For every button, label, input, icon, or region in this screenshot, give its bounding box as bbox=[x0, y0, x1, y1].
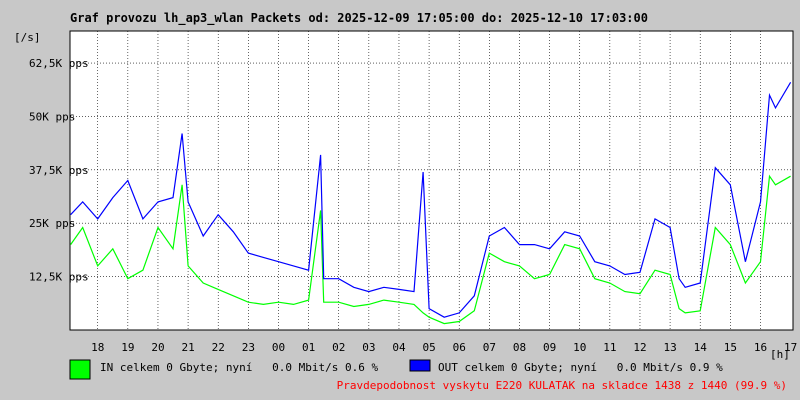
x-tick-label: 13 bbox=[663, 341, 676, 354]
x-tick-label: 12 bbox=[633, 341, 646, 354]
x-tick-label: 07 bbox=[483, 341, 496, 354]
legend-out-swatch bbox=[409, 359, 431, 372]
x-tick-label: 23 bbox=[242, 341, 255, 354]
x-tick-label: 16 bbox=[754, 341, 767, 354]
legend-out-text: OUT celkem 0 Gbyte; nyní 0.0 Mbit/s 0.9 … bbox=[438, 361, 723, 374]
x-tick-label: 01 bbox=[302, 341, 315, 354]
x-tick-label: 00 bbox=[272, 341, 285, 354]
x-tick-label: 20 bbox=[151, 341, 164, 354]
x-tick-label: 05 bbox=[422, 341, 435, 354]
series-line-in bbox=[70, 174, 791, 325]
y-tick-label: 50K pps bbox=[29, 110, 75, 123]
y-tick-label: 12,5K pps bbox=[29, 271, 89, 284]
series-line-out bbox=[70, 81, 792, 318]
y-tick-label: 25K pps bbox=[29, 217, 75, 230]
chart-title: Graf provozu lh_ap3_wlan Packets od: 202… bbox=[70, 11, 648, 26]
x-tick-label: 22 bbox=[212, 341, 225, 354]
x-tick-label: 06 bbox=[453, 341, 466, 354]
y-tick-label: 37,5K pps bbox=[29, 164, 89, 177]
x-tick-labels: 18 19 20 21 22 23 00 01 02 03 04 05 06 07 08 09 10 11 12 13… bbox=[91, 341, 797, 354]
x-tick-label: 19 bbox=[121, 341, 134, 354]
y-tick-label: 62,5K pps bbox=[29, 57, 89, 70]
y-tick-labels: 12,5K pps 25K pps 37,5K pps 50K pps 62,5K pp… bbox=[29, 57, 89, 284]
legend-in-text: IN celkem 0 Gbyte; nyní 0.0 Mbit/s 0.6 % bbox=[100, 361, 379, 374]
grid-lines bbox=[70, 31, 793, 330]
series-layer bbox=[70, 81, 792, 325]
x-tick-label: 11 bbox=[603, 341, 616, 354]
x-tick-label: 09 bbox=[543, 341, 556, 354]
legend-in-swatch bbox=[69, 359, 91, 380]
x-tick-label: 21 bbox=[181, 341, 194, 354]
footer-note: Pravdepodobnost vyskytu E220 KULATAK na … bbox=[337, 379, 787, 392]
x-tick-label: 15 bbox=[724, 341, 737, 354]
x-tick-label: 10 bbox=[573, 341, 586, 354]
x-tick-label: 03 bbox=[362, 341, 375, 354]
x-axis-label: [h] bbox=[770, 348, 790, 361]
x-tick-label: 14 bbox=[694, 341, 708, 354]
x-tick-label: 02 bbox=[332, 341, 345, 354]
x-tick-label: 18 bbox=[91, 341, 104, 354]
plot-area bbox=[69, 30, 794, 331]
x-tick-label: 17 bbox=[784, 341, 797, 354]
x-tick-label: 04 bbox=[392, 341, 406, 354]
x-tick-label: 08 bbox=[513, 341, 526, 354]
y-axis-label: [/s] bbox=[14, 31, 41, 44]
